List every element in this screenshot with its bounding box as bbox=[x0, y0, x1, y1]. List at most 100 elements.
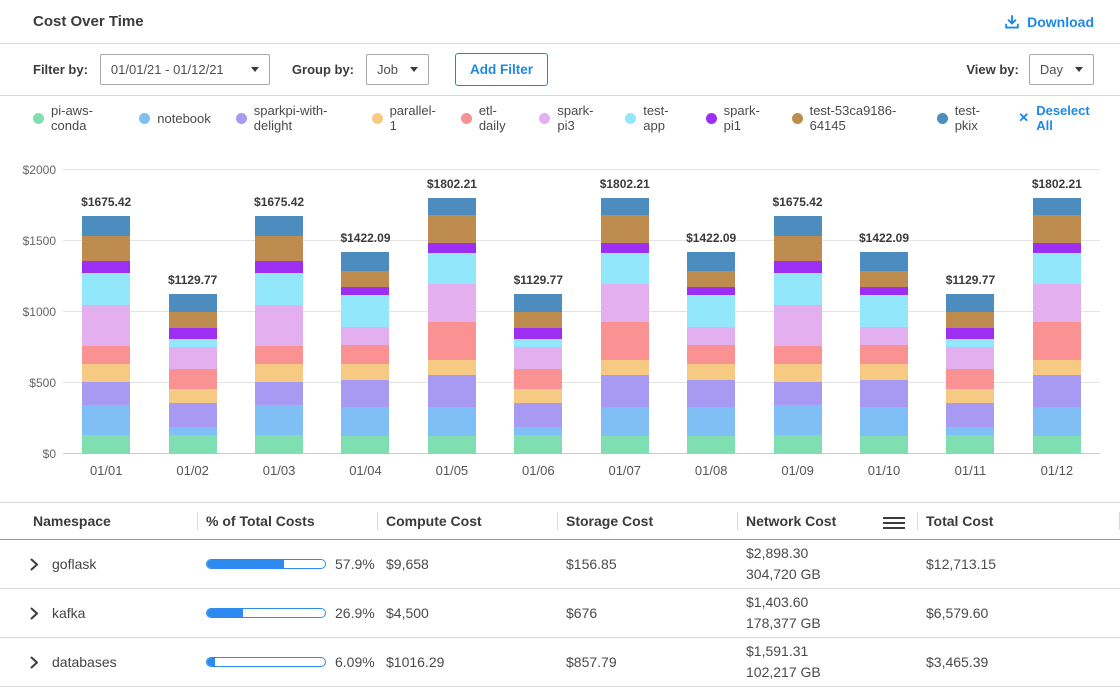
download-button[interactable]: Download bbox=[1004, 14, 1094, 30]
legend-item-parallel-1[interactable]: parallel-1 bbox=[372, 103, 436, 133]
bar-segment-spark-pi3[interactable] bbox=[255, 305, 303, 346]
bar-segment-etl-daily[interactable] bbox=[428, 322, 476, 360]
bar-segment-test-app[interactable] bbox=[514, 339, 562, 348]
bar-segment-notebook[interactable] bbox=[341, 407, 389, 437]
bar-segment-test-app[interactable] bbox=[1033, 253, 1081, 285]
bar-segment-test-pkix[interactable] bbox=[341, 252, 389, 271]
legend-item-test-pkix[interactable]: test-pkix bbox=[937, 103, 994, 133]
bar-segment-sparkpi-with-delight[interactable] bbox=[601, 375, 649, 408]
bar-segment-test-pkix[interactable] bbox=[428, 198, 476, 215]
legend-item-etl-daily[interactable]: etl-daily bbox=[461, 103, 515, 133]
bar-segment-test-pkix[interactable] bbox=[255, 216, 303, 236]
bar-segment-notebook[interactable] bbox=[255, 405, 303, 435]
bar-segment-etl-daily[interactable] bbox=[255, 346, 303, 364]
bar-segment-parallel-1[interactable] bbox=[1033, 360, 1081, 374]
stacked-bar[interactable] bbox=[687, 252, 735, 454]
bar-segment-test-app[interactable] bbox=[169, 339, 217, 348]
bar-segment-test-pkix[interactable] bbox=[687, 252, 735, 271]
bar-segment-parallel-1[interactable] bbox=[341, 364, 389, 380]
bar-segment-spark-pi1[interactable] bbox=[169, 328, 217, 339]
bar-segment-test-pkix[interactable] bbox=[82, 216, 130, 236]
stacked-bar[interactable] bbox=[169, 294, 217, 454]
bar-segment-notebook[interactable] bbox=[82, 405, 130, 435]
namespace-cell[interactable]: kafka bbox=[0, 589, 197, 637]
bar-segment-spark-pi3[interactable] bbox=[169, 347, 217, 369]
stacked-bar[interactable] bbox=[774, 216, 822, 454]
bar-segment-parallel-1[interactable] bbox=[169, 389, 217, 404]
namespace-cell[interactable]: goflask bbox=[0, 540, 197, 588]
bar-segment-sparkpi-with-delight[interactable] bbox=[169, 403, 217, 427]
stacked-bar[interactable] bbox=[1033, 198, 1081, 454]
bar-segment-sparkpi-with-delight[interactable] bbox=[82, 382, 130, 405]
bar-segment-test-53ca9186-64145[interactable] bbox=[82, 236, 130, 261]
bar-segment-notebook[interactable] bbox=[601, 407, 649, 436]
bar-segment-sparkpi-with-delight[interactable] bbox=[860, 380, 908, 407]
bar-segment-etl-daily[interactable] bbox=[946, 369, 994, 389]
stacked-bar[interactable] bbox=[428, 198, 476, 454]
bar-segment-parallel-1[interactable] bbox=[946, 389, 994, 404]
bar-segment-etl-daily[interactable] bbox=[1033, 322, 1081, 360]
namespace-cell[interactable]: databases bbox=[0, 638, 197, 686]
deselect-all-button[interactable]: ✕ Deselect All bbox=[1018, 103, 1100, 133]
bar-segment-spark-pi3[interactable] bbox=[687, 327, 735, 346]
legend-item-test-53ca9186-64145[interactable]: test-53ca9186-64145 bbox=[792, 103, 912, 133]
expand-chevron-icon[interactable] bbox=[30, 558, 39, 571]
stacked-bar[interactable] bbox=[601, 198, 649, 454]
bar-segment-test-app[interactable] bbox=[255, 273, 303, 305]
bar-segment-test-pkix[interactable] bbox=[774, 216, 822, 236]
bar-segment-spark-pi1[interactable] bbox=[341, 287, 389, 295]
bar-segment-sparkpi-with-delight[interactable] bbox=[255, 382, 303, 405]
view-by-select[interactable]: Day bbox=[1029, 54, 1094, 85]
bar-segment-parallel-1[interactable] bbox=[774, 364, 822, 382]
bar-segment-etl-daily[interactable] bbox=[514, 369, 562, 389]
stacked-bar[interactable] bbox=[341, 252, 389, 454]
bar-segment-test-53ca9186-64145[interactable] bbox=[946, 312, 994, 328]
legend-item-notebook[interactable]: notebook bbox=[139, 111, 211, 126]
bar-segment-etl-daily[interactable] bbox=[601, 322, 649, 360]
bar-segment-notebook[interactable] bbox=[514, 427, 562, 435]
bar-segment-test-pkix[interactable] bbox=[946, 294, 994, 312]
bar-segment-pi-aws-conda[interactable] bbox=[82, 435, 130, 454]
bar-segment-parallel-1[interactable] bbox=[255, 364, 303, 382]
bar-segment-test-app[interactable] bbox=[860, 295, 908, 327]
bar-segment-notebook[interactable] bbox=[774, 405, 822, 435]
bar-segment-pi-aws-conda[interactable] bbox=[255, 435, 303, 454]
bar-segment-spark-pi1[interactable] bbox=[428, 243, 476, 252]
bar-segment-notebook[interactable] bbox=[1033, 407, 1081, 436]
bar-segment-parallel-1[interactable] bbox=[687, 364, 735, 380]
bar-segment-spark-pi3[interactable] bbox=[514, 347, 562, 369]
bar-segment-test-53ca9186-64145[interactable] bbox=[774, 236, 822, 261]
bar-segment-pi-aws-conda[interactable] bbox=[860, 436, 908, 454]
bar-segment-test-53ca9186-64145[interactable] bbox=[169, 312, 217, 328]
bar-segment-etl-daily[interactable] bbox=[341, 345, 389, 364]
bar-segment-spark-pi1[interactable] bbox=[946, 328, 994, 339]
bar-segment-test-53ca9186-64145[interactable] bbox=[514, 312, 562, 328]
bar-segment-test-53ca9186-64145[interactable] bbox=[428, 215, 476, 243]
bar-segment-sparkpi-with-delight[interactable] bbox=[341, 380, 389, 407]
group-by-select[interactable]: Job bbox=[366, 54, 429, 85]
bar-segment-etl-daily[interactable] bbox=[687, 345, 735, 364]
bar-segment-notebook[interactable] bbox=[946, 427, 994, 435]
bar-segment-pi-aws-conda[interactable] bbox=[946, 435, 994, 455]
bar-segment-notebook[interactable] bbox=[428, 407, 476, 436]
bar-segment-sparkpi-with-delight[interactable] bbox=[1033, 375, 1081, 408]
bar-segment-spark-pi1[interactable] bbox=[514, 328, 562, 339]
bar-segment-sparkpi-with-delight[interactable] bbox=[946, 403, 994, 427]
bar-segment-spark-pi1[interactable] bbox=[687, 287, 735, 295]
bar-segment-test-53ca9186-64145[interactable] bbox=[1033, 215, 1081, 243]
date-range-select[interactable]: 01/01/21 - 01/12/21 bbox=[100, 54, 270, 85]
bar-segment-spark-pi1[interactable] bbox=[82, 261, 130, 273]
bar-segment-test-53ca9186-64145[interactable] bbox=[687, 271, 735, 287]
bar-segment-parallel-1[interactable] bbox=[82, 364, 130, 382]
bar-segment-etl-daily[interactable] bbox=[860, 345, 908, 364]
bar-segment-etl-daily[interactable] bbox=[774, 346, 822, 364]
expand-chevron-icon[interactable] bbox=[30, 656, 39, 669]
bar-segment-notebook[interactable] bbox=[687, 407, 735, 437]
bar-segment-spark-pi3[interactable] bbox=[1033, 284, 1081, 322]
stacked-bar[interactable] bbox=[860, 252, 908, 454]
bar-segment-notebook[interactable] bbox=[860, 407, 908, 437]
bar-segment-spark-pi3[interactable] bbox=[774, 305, 822, 346]
bar-segment-spark-pi1[interactable] bbox=[774, 261, 822, 273]
stacked-bar[interactable] bbox=[946, 294, 994, 454]
stacked-bar[interactable] bbox=[255, 216, 303, 454]
